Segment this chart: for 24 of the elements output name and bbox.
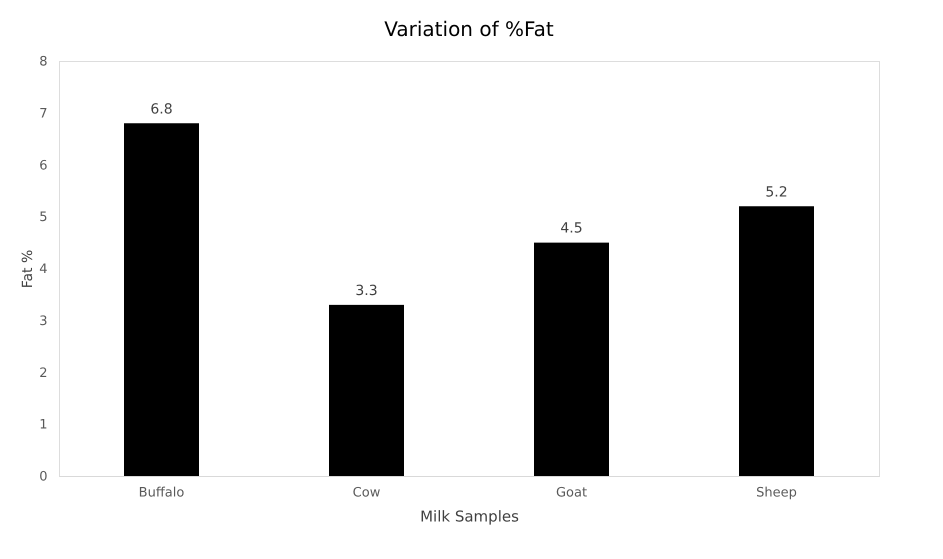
bar: [534, 242, 609, 476]
bar: [329, 304, 404, 476]
x-tick-label: Goat: [556, 486, 588, 500]
y-tick-label: 6: [39, 158, 48, 174]
x-tick-label: Buffalo: [138, 486, 184, 500]
data-label: 3.3: [355, 282, 378, 299]
y-tick-label: 4: [39, 262, 48, 277]
data-label: 6.8: [150, 101, 173, 118]
x-tick-label: Cow: [352, 486, 381, 500]
x-tick-label: Sheep: [756, 486, 797, 500]
x-axis-title: Milk Samples: [420, 508, 520, 526]
bar: [739, 206, 814, 476]
y-tick-label: 0: [39, 470, 48, 484]
y-axis-title: Fat %: [20, 250, 36, 288]
y-tick-label: 2: [39, 366, 48, 381]
data-label: 4.5: [560, 220, 583, 237]
bar: [124, 123, 199, 476]
y-tick-label: 5: [39, 210, 48, 226]
y-tick-label: 1: [39, 418, 48, 433]
y-tick-label: 3: [39, 314, 48, 329]
y-tick-label: 8: [39, 54, 48, 70]
data-label: 5.2: [765, 184, 788, 200]
y-tick-label: 7: [39, 106, 48, 122]
chart-title: Variation of %Fat: [384, 17, 554, 41]
